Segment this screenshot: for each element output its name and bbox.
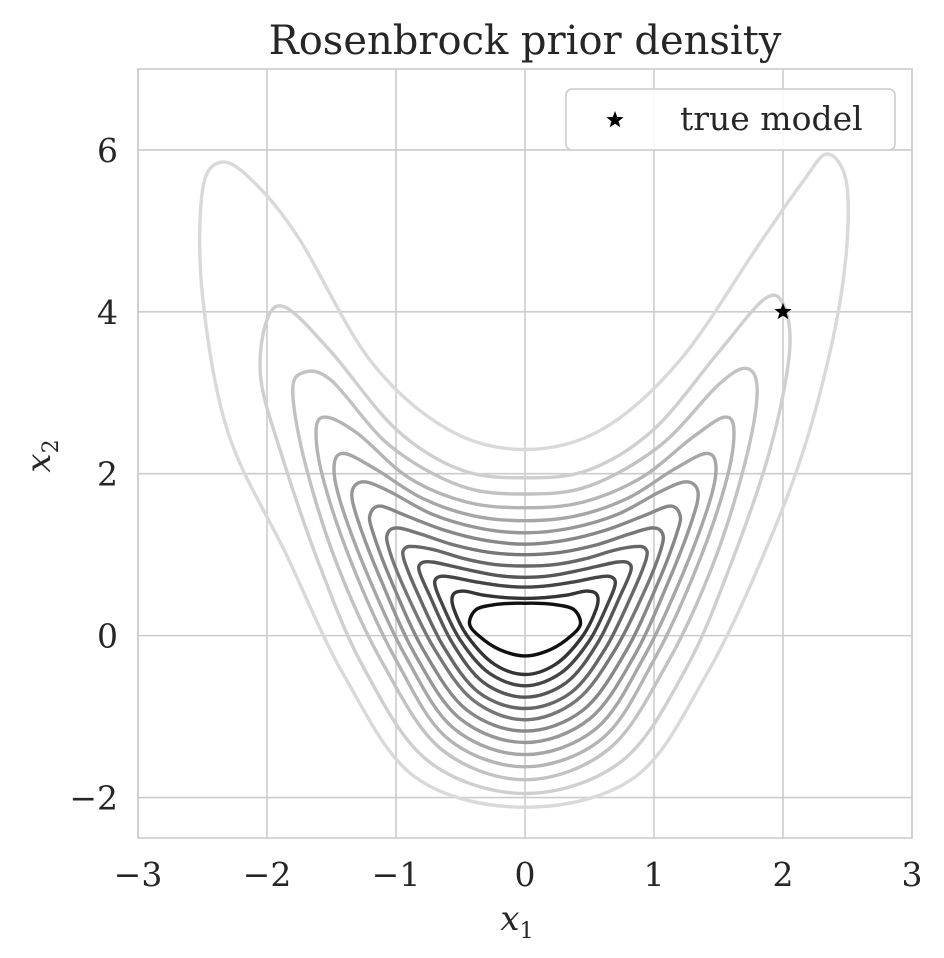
contour-line-level-11	[433, 574, 617, 688]
legend: true model	[565, 88, 896, 151]
plot-frame	[137, 68, 913, 839]
y-tick-label: −2	[69, 779, 118, 818]
y-axis-label: x2	[19, 439, 64, 472]
x-axis-label-subscript: 1	[520, 919, 534, 944]
contour-line-level-7	[367, 504, 683, 733]
contour-line-level-8	[384, 526, 666, 722]
contour-lines	[197, 152, 850, 809]
y-tick-label: 0	[97, 617, 118, 656]
y-tick-label: 4	[97, 293, 118, 332]
x-tick-label: −3	[114, 855, 163, 894]
x-axis-label: x1	[500, 899, 533, 944]
x-tick-label: 3	[902, 855, 923, 894]
contour-line-level-6	[350, 480, 700, 745]
contour-line-level-10	[417, 559, 633, 699]
contour-line-level-3	[291, 366, 759, 782]
x-tick-label: −1	[372, 855, 421, 894]
true-model-marker-layer	[774, 302, 792, 320]
contour-line-level-13	[467, 601, 583, 658]
legend-label-true-model: true model	[680, 99, 863, 138]
y-axis-label-subscript: 2	[39, 439, 64, 453]
x-tick-label: 2	[773, 855, 794, 894]
true-model-star-marker	[774, 302, 792, 320]
contour-line-level-2	[258, 293, 792, 796]
y-tick-label: 6	[97, 131, 118, 170]
contour-line-level-5	[332, 451, 718, 757]
x-tick-label: 1	[644, 855, 665, 894]
chart-title: Rosenbrock prior density	[269, 18, 782, 64]
tick-labels: −3 −2 −1 0 1 2 3 −2 0 2 4 6	[69, 131, 922, 894]
contour-line-level-1	[197, 152, 850, 809]
x-tick-label: 0	[515, 855, 536, 894]
legend-box	[565, 88, 896, 151]
y-tick-label: 2	[97, 455, 118, 494]
contour-line-level-9	[401, 544, 649, 711]
contour-line-level-12	[450, 589, 600, 677]
x-tick-label: −2	[243, 855, 292, 894]
legend-star-icon	[606, 111, 624, 128]
contour-line-level-4	[314, 415, 736, 769]
